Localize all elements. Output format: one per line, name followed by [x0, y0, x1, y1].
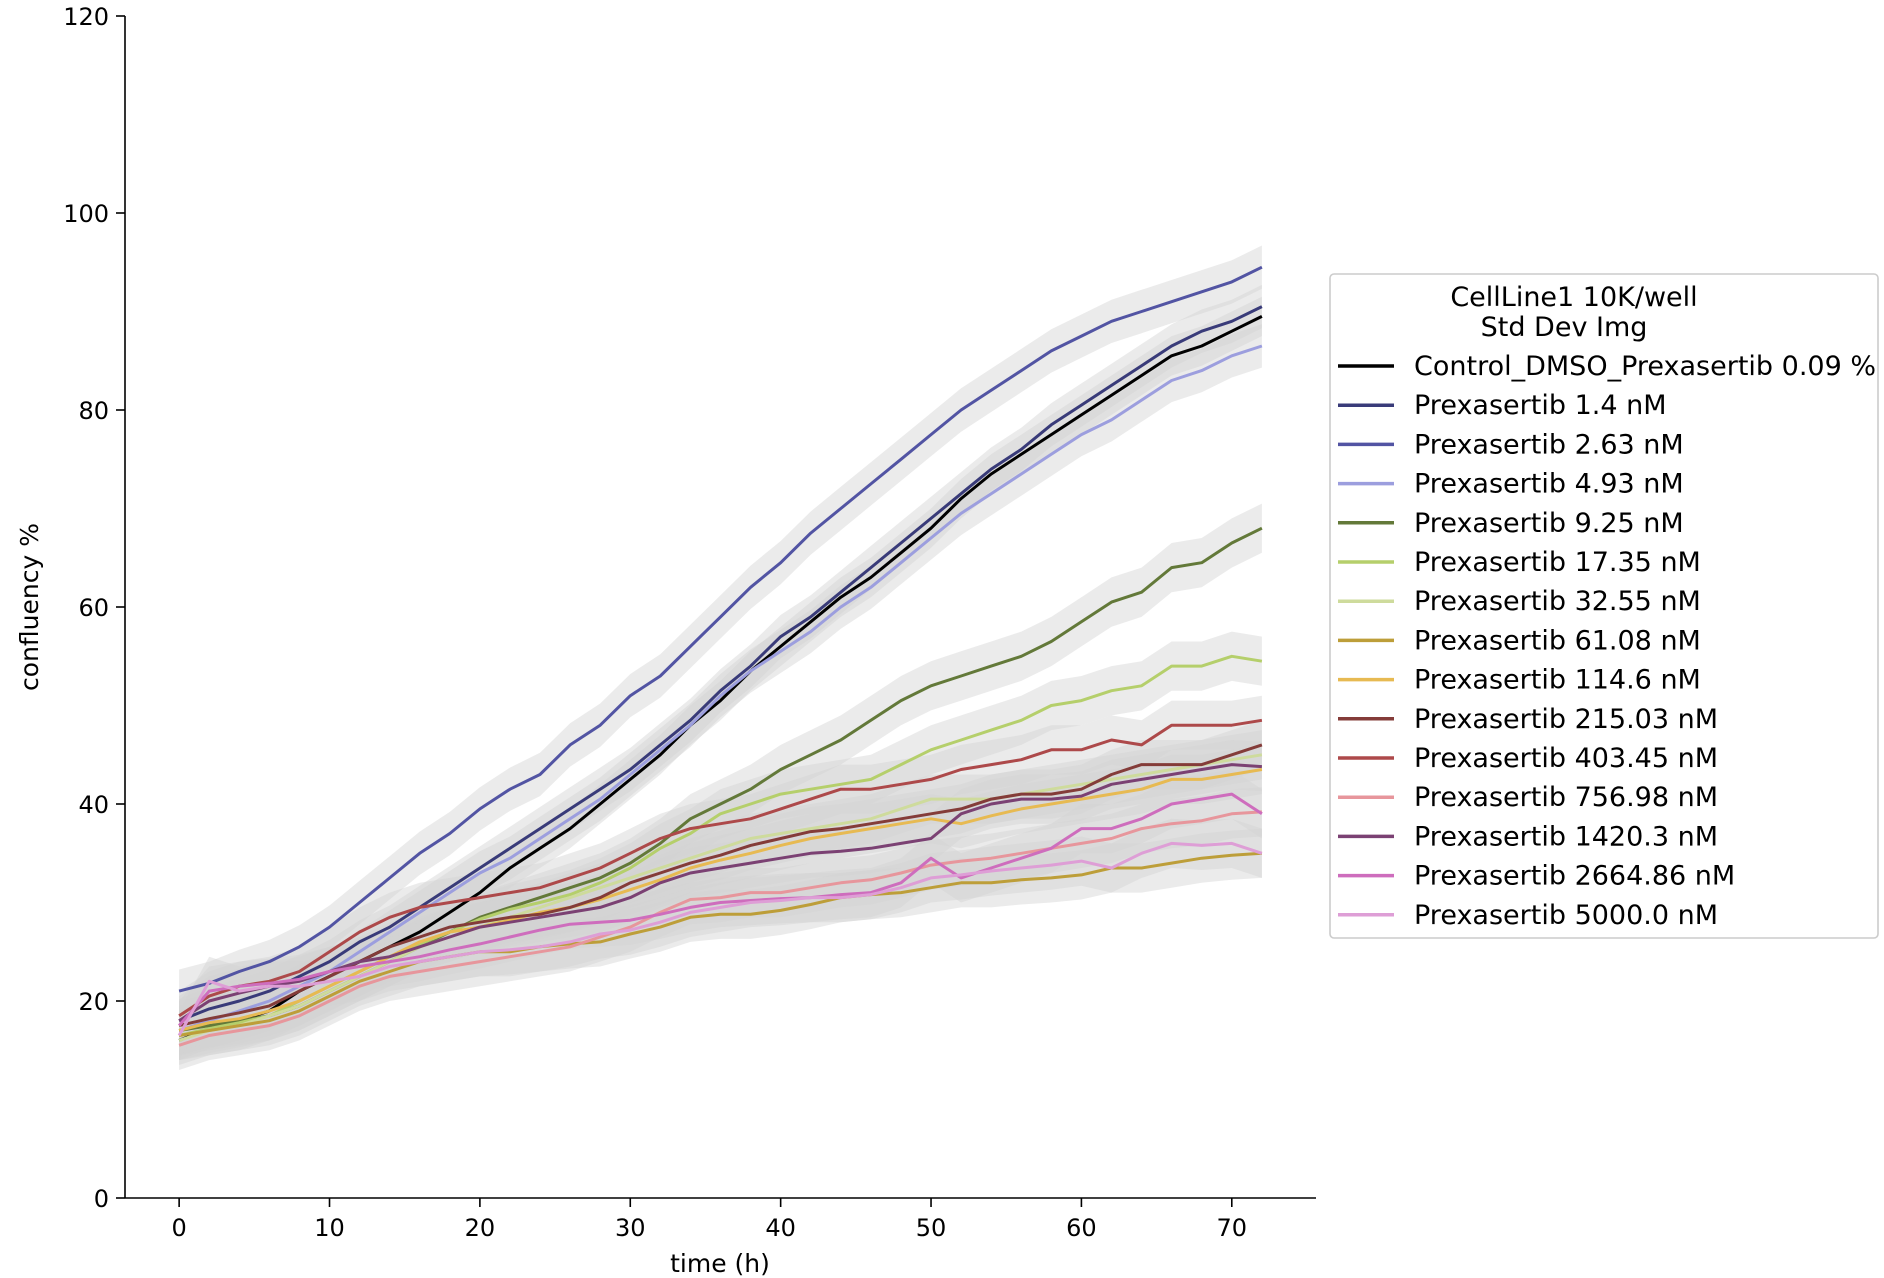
legend: CellLine1 10K/well Std Dev Img Control_D… — [1329, 273, 1879, 939]
y-tick-label-6: 120 — [63, 3, 109, 31]
x-tick-label-6: 60 — [1066, 1214, 1097, 1242]
legend-box — [1329, 273, 1879, 939]
legend-label-10: Prexasertib 215.03 nM — [1414, 704, 1718, 735]
y-tick-label-2: 40 — [78, 791, 109, 819]
y-tick-label-5: 100 — [63, 200, 109, 228]
series-line-2 — [178, 305, 1263, 1023]
legend-label-7: Prexasertib 32.55 nM — [1414, 586, 1701, 617]
y-tick-label-0: 0 — [94, 1185, 109, 1213]
series-line-3 — [178, 265, 1263, 993]
legend-label-4: Prexasertib 4.93 nM — [1414, 469, 1684, 500]
legend-label-11: Prexasertib 403.45 nM — [1414, 743, 1718, 774]
x-tick-label-4: 40 — [765, 1214, 796, 1242]
x-tick-label-5: 50 — [916, 1214, 947, 1242]
legend-items: Control_DMSO_Prexasertib 0.09 % Prexasert… — [1338, 351, 1876, 931]
legend-label-6: Prexasertib 17.35 nM — [1414, 547, 1701, 578]
series-band-9 — [179, 744, 1262, 1056]
y-tick-label-3: 60 — [78, 594, 109, 622]
x-tick-label-2: 20 — [465, 1214, 496, 1242]
x-tick-label-1: 10 — [314, 1214, 345, 1242]
series-line-4 — [178, 344, 1263, 1032]
legend-label-9: Prexasertib 114.6 nM — [1414, 665, 1701, 696]
legend-label-12: Prexasertib 756.98 nM — [1414, 782, 1718, 813]
x-tick-label-3: 30 — [615, 1214, 646, 1242]
x-axis-label: time (h) — [670, 1249, 770, 1278]
series-band-4 — [179, 324, 1262, 1053]
y-axis-label: confluency % — [15, 523, 44, 691]
y-tick-label-4: 80 — [78, 397, 109, 425]
series-band-3 — [179, 245, 1262, 1013]
legend-title-line-1: CellLine1 10K/well — [1450, 282, 1697, 313]
legend-label-15: Prexasertib 5000.0 nM — [1414, 900, 1718, 931]
series-band-14 — [179, 769, 1262, 1051]
x-ticks: 0 10 20 30 40 50 60 70 — [171, 1198, 1247, 1242]
series-band-15 — [179, 818, 1262, 1061]
series-band-5 — [179, 503, 1262, 1056]
series-line-13 — [178, 763, 1262, 1022]
y-tick-label-1: 20 — [78, 988, 109, 1016]
series-band-8 — [179, 828, 1262, 1061]
std-dev-bands — [179, 245, 1262, 1070]
series-line-8 — [178, 851, 1262, 1037]
x-tick-label-7: 70 — [1217, 1214, 1248, 1242]
x-tick-label-0: 0 — [171, 1214, 186, 1242]
series-band-1 — [179, 296, 1262, 1061]
legend-title-line-2: Std Dev Img — [1481, 312, 1648, 343]
series-band-7 — [179, 730, 1262, 1065]
legend-label-2: Prexasertib 1.4 nM — [1414, 390, 1667, 421]
series-band-6 — [179, 631, 1262, 1061]
legend-label-8: Prexasertib 61.08 nM — [1414, 625, 1701, 656]
legend-label-14: Prexasertib 2664.86 nM — [1414, 861, 1735, 892]
series-band-11 — [179, 695, 1262, 1041]
legend-label-13: Prexasertib 1420.3 nM — [1414, 821, 1718, 852]
series-line-12 — [178, 810, 1262, 1047]
series-line-11 — [178, 718, 1263, 1018]
series-line-9 — [178, 768, 1263, 1032]
legend-label-3: Prexasertib 2.63 nM — [1414, 429, 1684, 460]
legend-label-1: Control_DMSO_Prexasertib 0.09 % — [1414, 351, 1876, 382]
y-ticks: 0 20 40 60 80 100 120 — [63, 3, 125, 1213]
series-lines — [177, 265, 1263, 1047]
series-line-15 — [177, 841, 1263, 1037]
series-line-14 — [177, 792, 1263, 1027]
legend-label-5: Prexasertib 9.25 nM — [1414, 508, 1684, 539]
